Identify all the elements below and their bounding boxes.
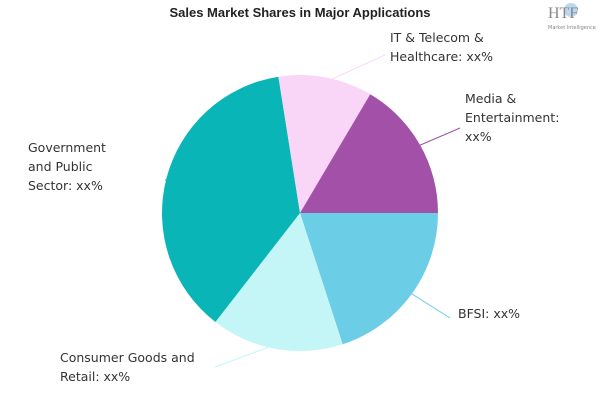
logo: HTF Market Intelligence — [548, 3, 596, 31]
slice-label-line: xx% — [465, 129, 492, 144]
slice-label-line: and Public — [28, 159, 93, 174]
slice-label: IT & Telecom & Healthcare: xx% — [390, 30, 493, 64]
slice-label-line: Consumer Goods and — [60, 350, 195, 365]
pie-slice — [162, 76, 300, 323]
logo-globe — [564, 3, 578, 17]
slice-label-line: Entertainment: — [465, 110, 559, 125]
slice-label-line: Sector: xx% — [28, 178, 103, 193]
slice-label-line: Media & — [465, 91, 517, 106]
leader-line — [324, 54, 386, 83]
slice-label-line: BFSI: xx% — [458, 306, 520, 321]
slice-label: Media & Entertainment: xx% — [465, 91, 559, 144]
pie-slice — [278, 75, 371, 213]
slice-label-line: Government — [28, 140, 106, 155]
leader-line — [407, 290, 451, 319]
logo-text: HTF — [548, 5, 578, 22]
logo-subtitle: Market Intelligence — [548, 25, 596, 31]
pie-slice — [300, 94, 438, 213]
slice-label-line: Retail: xx% — [60, 369, 130, 384]
slice-label: Consumer Goods and Retail: xx% — [60, 350, 195, 384]
slice-label-line: IT & Telecom & — [390, 30, 484, 45]
chart-title: Sales Market Shares in Major Application… — [169, 5, 430, 20]
pie-slice — [300, 213, 438, 345]
slice-label: Government and Public Sector: xx% — [28, 140, 106, 193]
slice-label: BFSI: xx% — [458, 306, 520, 321]
leader-line — [415, 127, 461, 148]
leader-line — [214, 343, 278, 368]
pie-slice — [215, 213, 343, 351]
slice-label-line: Healthcare: xx% — [390, 49, 493, 64]
